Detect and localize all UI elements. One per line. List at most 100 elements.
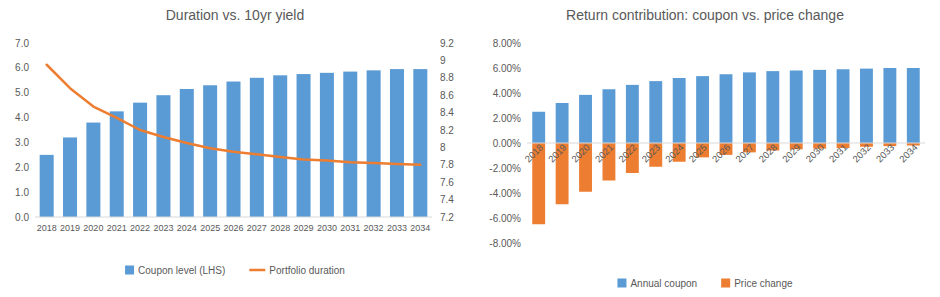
y-tick-label: -6.00% [489, 213, 521, 224]
y-tick-label: -2.00% [489, 163, 521, 174]
y-tick-label: -4.00% [489, 188, 521, 199]
bar [63, 137, 77, 217]
bar [203, 85, 217, 217]
x-tick-label: 2022 [130, 223, 150, 233]
bar [790, 71, 803, 144]
x-tick-label: 2031 [340, 223, 360, 233]
y2-tick-label: 8.6 [440, 90, 454, 101]
x-tick-label: 2027 [247, 223, 267, 233]
legend: Coupon level (LHS) Portfolio duration [125, 265, 345, 276]
x-tick-label: 2024 [177, 223, 197, 233]
bar [743, 72, 756, 143]
legend-swatch [125, 266, 134, 275]
bar [226, 82, 240, 217]
y2-tick-label: 8.4 [440, 107, 454, 118]
page: Duration vs. 10yr yield0.01.02.03.04.05.… [0, 0, 940, 297]
bar [696, 76, 709, 143]
y2-tick-label: 8.2 [440, 125, 454, 136]
bar [273, 75, 287, 217]
chart: Return contribution: coupon vs. price ch… [489, 7, 925, 289]
x-tick-label: 2031 [827, 142, 850, 165]
x-tick-label: 2024 [663, 142, 686, 165]
y-tick-label: 6.00% [493, 63, 521, 74]
y-tick-label: -8.00% [489, 238, 521, 249]
x-tick-label: 2029 [294, 223, 314, 233]
x-tick-label: 2030 [803, 142, 826, 165]
bar [320, 73, 334, 217]
bar [649, 81, 662, 143]
legend: Annual coupon Price change [617, 278, 793, 289]
bar [413, 69, 427, 217]
x-axis-line [35, 217, 432, 218]
bar [673, 78, 686, 143]
legend-label: Price change [734, 278, 793, 289]
bar [766, 71, 779, 143]
x-tick-label: 2021 [593, 142, 616, 165]
x-tick-label: 2033 [387, 223, 407, 233]
bar [907, 68, 920, 143]
legend-swatch [249, 269, 265, 272]
y-tick-label: 4.00% [493, 88, 521, 99]
bar [579, 95, 592, 143]
y2-tick-label: 7.4 [440, 194, 454, 205]
x-tick-label: 2020 [569, 142, 592, 165]
x-tick-label: 2028 [757, 142, 780, 165]
x-tick-label: 2032 [364, 223, 384, 233]
chart-title: Return contribution: coupon vs. price ch… [566, 7, 844, 23]
legend-swatch [617, 279, 626, 288]
bar [250, 78, 264, 217]
plot-area [532, 68, 919, 224]
x-tick-label: 2025 [686, 142, 709, 165]
x-tick-label: 2034 [897, 142, 920, 165]
x-tick-label: 2029 [780, 142, 803, 165]
x-tick-label: 2026 [223, 223, 243, 233]
x-tick-label: 2026 [710, 142, 733, 165]
x-tick-label: 2018 [522, 142, 545, 165]
bar [837, 69, 850, 143]
x-tick-label: 2023 [639, 142, 662, 165]
legend-label: Coupon level (LHS) [138, 265, 225, 276]
y2-tick-label: 7.2 [440, 212, 454, 223]
x-tick-label: 2020 [83, 223, 103, 233]
x-tick-label: 2021 [107, 223, 127, 233]
legend-label: Annual coupon [630, 278, 697, 289]
line [47, 65, 421, 165]
y2-tick-label: 8.8 [440, 72, 454, 83]
y-tick-label: 2.0 [15, 162, 29, 173]
x-tick-label: 2022 [616, 142, 639, 165]
bar [813, 70, 826, 143]
plot-area [40, 65, 428, 217]
y2-tick-label: 7.6 [440, 177, 454, 188]
bar [156, 95, 170, 217]
bar [367, 70, 381, 217]
y-tick-label: 2.00% [493, 113, 521, 124]
y-tick-label: 7.0 [15, 38, 29, 49]
bar [297, 74, 311, 217]
bar [86, 123, 100, 217]
y-tick-label: 8.00% [493, 38, 521, 49]
legend-label: Portfolio duration [269, 265, 345, 276]
bar [133, 103, 147, 217]
x-tick-label: 2028 [270, 223, 290, 233]
y-tick-label: 6.0 [15, 62, 29, 73]
y-tick-label: 4.0 [15, 112, 29, 123]
y-tick-label: 3.0 [15, 137, 29, 148]
bar [180, 89, 194, 217]
y2-tick-label: 9 [440, 55, 446, 66]
y-tick-label: 1.0 [15, 187, 29, 198]
x-tick-label: 2033 [874, 142, 897, 165]
y-tick-label: 0.00% [493, 138, 521, 149]
bar [110, 111, 124, 217]
bar [603, 89, 616, 143]
y2-tick-label: 7.8 [440, 159, 454, 170]
bar [532, 112, 545, 143]
x-tick-label: 2027 [733, 142, 756, 165]
bar [556, 103, 569, 143]
bar [390, 69, 404, 217]
bar [40, 155, 54, 217]
y-tick-label: 5.0 [15, 87, 29, 98]
x-tick-label: 2019 [60, 223, 80, 233]
x-tick-label: 2030 [317, 223, 337, 233]
bar [343, 72, 357, 217]
bar [883, 68, 896, 143]
